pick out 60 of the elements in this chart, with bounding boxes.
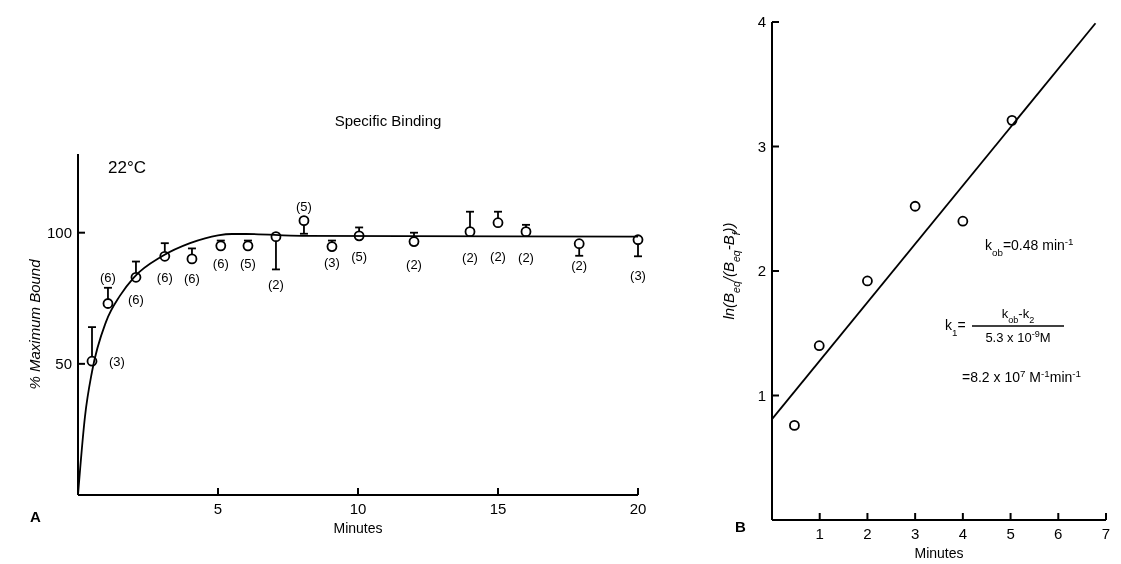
x-tick-label: 20	[629, 500, 647, 517]
annotation: (2)	[518, 249, 534, 265]
point	[957, 215, 969, 227]
y-axis-title: % Maximum Bound	[26, 258, 43, 390]
point	[813, 340, 825, 352]
point	[215, 240, 227, 252]
x-tick-label: 6	[1054, 525, 1063, 542]
x-tick-label: 15	[489, 500, 507, 517]
text: B	[735, 518, 746, 535]
annotation: (5)	[351, 248, 368, 264]
x-tick-label: 5	[1006, 525, 1015, 542]
annotation: (2)	[406, 256, 422, 272]
annotation: (6)	[128, 292, 144, 308]
point	[298, 215, 310, 227]
text: A	[30, 508, 41, 525]
annotation: =8.2 x 10$^{7}$ M$^{-1}$min$^{-1}$	[962, 367, 1082, 385]
point	[862, 275, 873, 287]
point	[573, 238, 585, 250]
point	[242, 240, 254, 252]
y-tick-label: 3	[757, 137, 766, 155]
annotation: 5.3 x 10$^{-9}$M	[985, 329, 1051, 345]
point	[789, 419, 800, 431]
point	[326, 241, 338, 252]
annotation: (2)	[462, 249, 478, 265]
chart-title: Specific Binding	[334, 112, 442, 129]
x-tick-label: 2	[863, 525, 872, 542]
annotation: 22°C	[108, 158, 146, 177]
y-tick-label: 50	[55, 354, 72, 372]
annotation: (3)	[324, 254, 340, 270]
x-tick-label: 4	[958, 525, 968, 542]
annotation: (2)	[571, 257, 588, 273]
annotation: (3)	[109, 354, 125, 370]
x-tick-label: 3	[910, 525, 920, 542]
x-tick-label: 10	[349, 500, 367, 517]
annotation: (6)	[100, 269, 116, 285]
point	[408, 236, 420, 248]
annotation: (6)	[156, 270, 173, 286]
x-axis-title: Minutes	[333, 520, 383, 536]
annotation: (3)	[630, 267, 646, 283]
annotation: k$_{ob}$-k$_{2}$	[1001, 306, 1035, 325]
y-tick-label: 4	[757, 13, 766, 30]
x-tick-label: 7	[1101, 525, 1111, 542]
y-tick-label: 1	[757, 386, 766, 404]
point	[492, 217, 504, 229]
annotation: (2)	[490, 248, 506, 264]
annotation: k$_{1}$=	[945, 317, 966, 338]
y-tick-label: 2	[757, 262, 766, 279]
annotation: (6)	[212, 255, 229, 271]
point	[909, 200, 921, 212]
annotation: (5)	[296, 198, 312, 214]
x-tick-label: 5	[213, 500, 223, 517]
point	[186, 253, 198, 265]
y-tick-label: 100	[46, 223, 72, 241]
x-axis-title: Minutes	[914, 545, 964, 561]
point	[102, 298, 114, 309]
annotation: (5)	[240, 255, 256, 271]
annotation: (2)	[268, 277, 284, 293]
annotation: (6)	[184, 270, 200, 286]
x-tick-label: 1	[815, 525, 824, 542]
annotation: k$_{ob}$=0.48 min$^{-1}$	[985, 235, 1074, 258]
